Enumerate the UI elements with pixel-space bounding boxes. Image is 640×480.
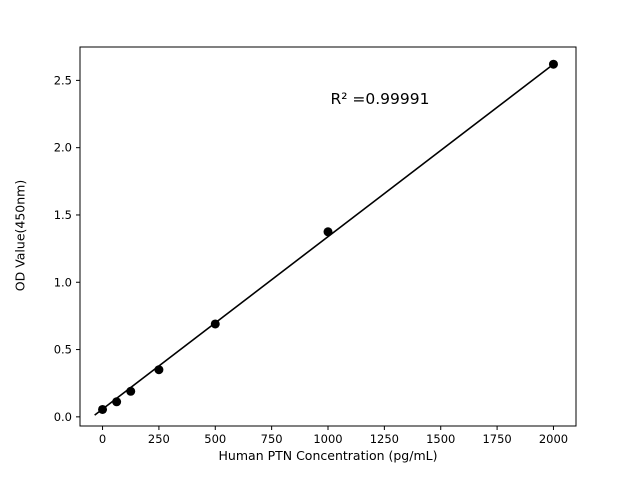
x-tick-label: 1000 — [313, 432, 342, 446]
data-point — [112, 397, 122, 407]
y-tick-label: 1.0 — [54, 275, 72, 289]
x-axis-label: Human PTN Concentration (pg/mL) — [218, 448, 438, 463]
r-squared-annotation: R² =0.99991 — [330, 90, 430, 108]
data-point — [98, 404, 108, 414]
data-point — [126, 386, 136, 396]
x-tick-label: 1250 — [370, 432, 399, 446]
y-tick-label: 0.5 — [54, 343, 72, 357]
data-point — [210, 319, 220, 329]
x-tick-label: 1750 — [482, 432, 511, 446]
y-axis-label: OD Value(450nm) — [12, 179, 28, 292]
x-tick-label: 250 — [148, 432, 170, 446]
y-tick-label: 2.5 — [54, 73, 72, 87]
fit-line — [94, 61, 557, 416]
x-tick-label: 2000 — [539, 432, 568, 446]
x-tick-label: 750 — [261, 432, 283, 446]
x-tick-label: 500 — [204, 432, 226, 446]
data-point — [154, 365, 164, 375]
x-tick-label: 0 — [99, 432, 106, 446]
data-point — [323, 227, 333, 237]
x-tick-label: 1500 — [426, 432, 455, 446]
data-point — [548, 59, 558, 69]
y-tick-label: 0.0 — [54, 410, 72, 424]
y-tick-label: 2.0 — [54, 141, 72, 155]
y-tick-label: 1.5 — [54, 208, 72, 222]
